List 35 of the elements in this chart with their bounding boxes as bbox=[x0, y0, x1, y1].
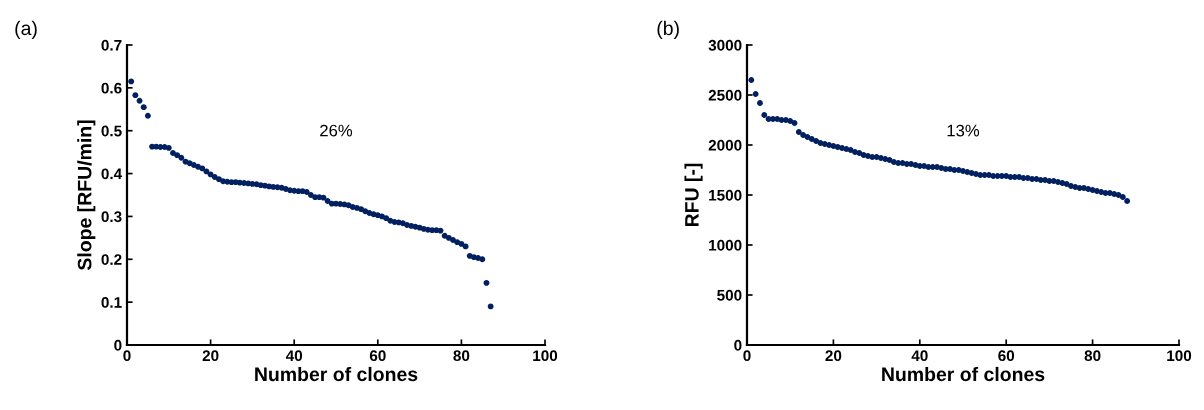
y-tick-label: 3000 bbox=[708, 39, 742, 51]
y-tick-label: 0 bbox=[734, 339, 742, 351]
y-tick-label: 2000 bbox=[708, 139, 742, 151]
x-tick-label: 0 bbox=[123, 350, 131, 362]
x-tick-label: 80 bbox=[453, 350, 470, 362]
text: (b) bbox=[657, 20, 679, 39]
annotation: 13% bbox=[947, 124, 980, 137]
x-tick-label: 0 bbox=[743, 350, 751, 362]
x-axis-title: Number of clones bbox=[882, 366, 1045, 382]
y-tick-label: 500 bbox=[717, 289, 742, 301]
y-axis-title: RFU [-] bbox=[684, 163, 703, 227]
x-tick-label: 60 bbox=[369, 350, 386, 362]
y-tick-label: 1500 bbox=[709, 189, 742, 201]
x-tick-label: 20 bbox=[202, 350, 219, 362]
y-tick-label: 0.7 bbox=[101, 39, 122, 51]
y-tick-label: 1000 bbox=[709, 239, 742, 251]
x-tick-label: 100 bbox=[1167, 350, 1192, 362]
y-tick-label: 0.3 bbox=[101, 211, 122, 223]
y-tick-label: 0 bbox=[114, 339, 122, 351]
x-axis-title: Number of clones bbox=[255, 366, 418, 382]
text: (a) bbox=[15, 20, 37, 39]
x-tick-label: 80 bbox=[1084, 350, 1101, 362]
y-tick-label: 0.6 bbox=[101, 82, 122, 94]
y-tick-label: 0.2 bbox=[101, 254, 122, 265]
y-tick-label: 0.1 bbox=[101, 297, 122, 308]
y-tick-label: 0.4 bbox=[101, 168, 123, 180]
x-tick-label: 40 bbox=[911, 350, 928, 362]
y-tick-label: 0.5 bbox=[101, 125, 122, 137]
y-axis-title: Slope [RFU/min] bbox=[77, 120, 96, 271]
x-tick-label: 60 bbox=[998, 350, 1015, 362]
x-tick-label: 20 bbox=[825, 350, 842, 362]
y-tick-label: 2500 bbox=[708, 89, 742, 101]
x-tick-label: 40 bbox=[285, 350, 303, 362]
x-tick-label: 100 bbox=[533, 350, 558, 362]
annotation: 26% bbox=[320, 124, 353, 137]
